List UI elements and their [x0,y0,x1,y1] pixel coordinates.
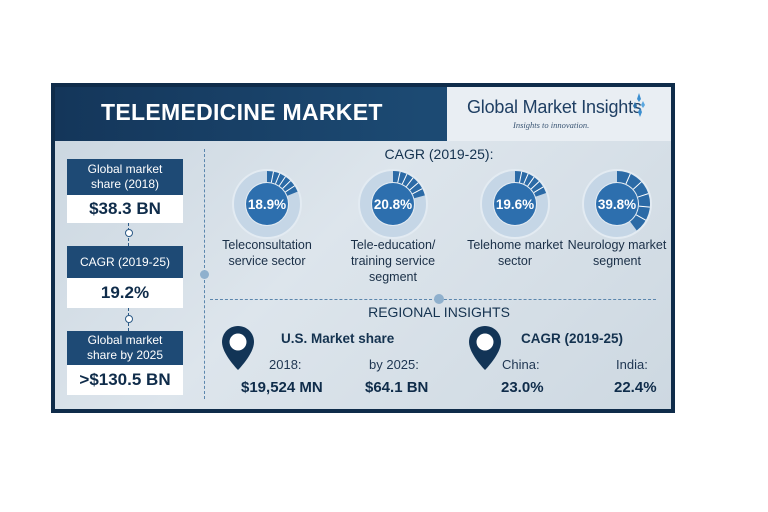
ring-tick [275,173,281,184]
logo-tagline: Insights to innovation. [513,120,590,130]
us-2018-value: $19,524 MN [241,379,323,396]
stat-value-market-share-2018: $38.3 BN [67,195,183,223]
segment-name-label: Neurology market segment [567,238,667,268]
ring-tick [527,176,535,187]
ring-tick [285,185,295,193]
cagr-ring: 19.6% [480,169,550,239]
cagr-ring: 20.8% [358,169,428,239]
ring-tick [278,176,286,187]
ring-tick [405,177,414,187]
cagr-ring: 39.8% [582,169,652,239]
china-label: China: [502,357,540,372]
stat-label-cagr: CAGR (2019-25) [67,246,183,278]
ring-value-label: 39.8% [598,197,636,212]
stat-label-market-share-2025: Global market share by 2025 [67,331,183,365]
ring-tick [270,171,274,183]
ring-tick [282,180,291,189]
ring-center [372,183,414,225]
logo-sparkle-icon [633,93,645,117]
ring-center [246,183,288,225]
us-2025-value: $64.1 BN [365,379,429,396]
segment-name-label: Telehome market sector [467,238,563,268]
segment-name-label: Teleconsultation service sector [222,238,312,268]
regional-cagr-heading: CAGR (2019-25) [521,331,624,346]
brand-logo: Global Market Insights Insights to innov… [447,87,671,141]
regional-section-title: REGIONAL INSIGHTS [368,304,510,320]
stat-value-cagr: 19.2% [67,278,183,308]
ring-tick [632,181,642,190]
ring-tick [409,182,419,191]
ring-value-label: 20.8% [374,197,412,212]
ring-tick [638,205,650,208]
ring-value-label: 18.9% [248,197,286,212]
us-2018-label: 2018: [269,357,302,372]
ring-tick [533,186,544,194]
divider-dot [200,270,209,279]
page-title: TELEMEDICINE MARKET [101,99,383,125]
infographic-card: TELEMEDICINE MARKET Global Market Insigh… [51,83,675,413]
connector-node [125,229,133,237]
connector-node [125,315,133,323]
location-pin-icon [222,326,254,370]
stat-label-market-share-2018: Global market share (2018) [67,159,183,195]
china-value: 23.0% [501,379,544,396]
location-pin-icon [469,326,501,370]
ring-tick [625,173,631,185]
india-value: 22.4% [614,379,657,396]
ring-tick [518,171,523,183]
ring-center [596,183,638,225]
ring-value-label: 19.6% [496,197,534,212]
infographic-panel: TELEMEDICINE MARKET Global Market Insigh… [55,87,671,409]
cagr-section-title: CAGR (2019-25): [384,146,494,162]
horizontal-divider [210,299,656,300]
india-label: India: [616,357,648,372]
cagr-ring-chart: 18.9% 20.8% 19.6% 39.8% [232,169,652,239]
ring-tick [523,173,529,185]
us-market-share-heading: U.S. Market share [281,331,395,346]
ring-tick [397,171,401,183]
logo-name: Global Market Insights [467,97,642,117]
ring-center [494,183,536,225]
segment-name-label: Tele-education/ training service segment [350,238,436,284]
header-bar: TELEMEDICINE MARKET Global Market Insigh… [55,87,671,141]
ring-tick [637,193,649,198]
us-2025-label: by 2025: [369,357,419,372]
divider-dot [434,294,444,304]
stat-value-market-share-2025: >$130.5 BN [67,365,183,395]
ring-tick [635,214,646,221]
cagr-ring: 18.9% [232,169,302,239]
ring-tick [530,181,540,190]
ring-tick [412,188,423,195]
ring-tick [401,173,408,185]
